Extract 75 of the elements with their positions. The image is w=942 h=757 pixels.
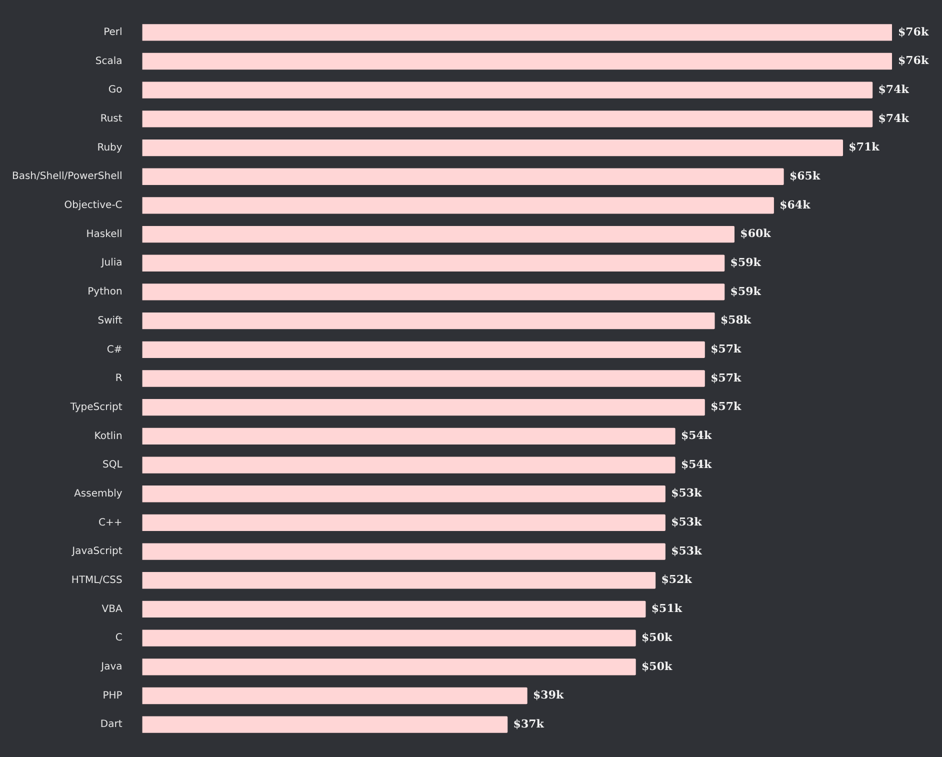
bar <box>142 399 705 416</box>
y-tick-label: Java <box>100 661 122 672</box>
y-tick-label: Haskell <box>86 228 122 240</box>
bar <box>142 658 636 676</box>
bar <box>142 370 705 387</box>
data-label: $74k <box>878 82 910 96</box>
bar <box>142 341 705 358</box>
bar <box>142 139 844 156</box>
data-label: $74k <box>878 112 910 125</box>
data-label: $57k <box>710 371 742 384</box>
data-label: $64k <box>780 198 811 212</box>
y-tick-label: Rust <box>100 114 122 125</box>
data-label: $58k <box>720 314 752 327</box>
bar <box>142 168 784 185</box>
y-tick-label: R <box>115 373 122 384</box>
data-label: $59k <box>730 256 762 269</box>
data-label: $65k <box>789 169 820 182</box>
y-tick-label: Go <box>108 84 122 96</box>
data-label: $57k <box>710 400 742 414</box>
bar <box>142 456 676 474</box>
bar <box>142 687 528 704</box>
y-tick-label: VBA <box>102 604 122 615</box>
y-tick-label: C++ <box>98 517 122 528</box>
data-label: $60k <box>740 227 772 240</box>
bar <box>142 428 676 445</box>
bar <box>142 600 646 618</box>
y-tick-label: Objective-C <box>64 200 122 212</box>
y-tick-label: Scala <box>95 56 122 67</box>
bar <box>142 543 666 560</box>
bar <box>142 52 892 70</box>
data-label: $37k <box>513 717 544 730</box>
bar <box>142 110 873 128</box>
data-label: $57k <box>710 342 742 356</box>
data-label: $51k <box>651 602 682 616</box>
y-tick-label: Python <box>88 286 122 298</box>
y-tick-label: C# <box>106 344 122 356</box>
bar <box>142 716 508 733</box>
bar <box>142 226 734 243</box>
data-label: $71k <box>848 140 880 154</box>
data-label: $59k <box>730 284 762 298</box>
data-label: $50k <box>642 660 672 673</box>
y-tick-label: Assembly <box>74 488 122 500</box>
y-tick-label: SQL <box>102 460 123 471</box>
data-label: $54k <box>680 458 712 471</box>
bar <box>142 254 725 272</box>
y-tick-label: HTML/CSS <box>71 574 122 586</box>
bar <box>142 284 725 300</box>
bar <box>142 630 636 646</box>
y-tick-label: Perl <box>104 27 122 38</box>
bar <box>142 312 715 330</box>
y-tick-label: Julia <box>100 258 122 269</box>
data-label: $50k <box>642 630 672 644</box>
y-tick-label: JavaScript <box>71 546 122 558</box>
data-label: $54k <box>680 429 712 442</box>
y-tick-label: Bash/Shell/PowerShell <box>12 171 122 182</box>
bar <box>142 486 666 502</box>
data-label: $53k <box>671 516 702 529</box>
bar <box>142 514 666 532</box>
y-tick-label: Ruby <box>97 142 122 154</box>
y-tick-label: TypeScript <box>69 402 122 413</box>
y-tick-label: PHP <box>102 690 122 702</box>
y-tick-label: Swift <box>98 315 122 326</box>
bar <box>142 572 656 589</box>
data-label: $76k <box>898 54 929 68</box>
bar <box>142 24 892 41</box>
data-label: $76k <box>898 25 929 38</box>
bar <box>142 82 873 98</box>
y-tick-label: Dart <box>100 719 122 730</box>
bar <box>142 197 774 214</box>
y-tick-label: C <box>115 632 122 644</box>
data-label: $39k <box>533 688 564 702</box>
data-label: $52k <box>661 573 692 586</box>
data-label: $53k <box>671 486 702 500</box>
y-tick-label: Kotlin <box>94 430 122 442</box>
data-label: $53k <box>671 544 702 558</box>
